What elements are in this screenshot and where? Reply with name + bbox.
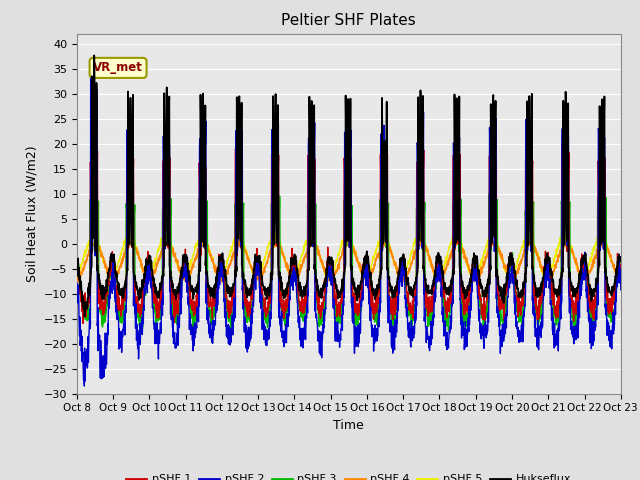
Title: Peltier SHF Plates: Peltier SHF Plates <box>282 13 416 28</box>
X-axis label: Time: Time <box>333 419 364 432</box>
Y-axis label: Soil Heat Flux (W/m2): Soil Heat Flux (W/m2) <box>25 145 38 282</box>
Text: VR_met: VR_met <box>93 61 143 74</box>
Legend: pSHF 1, pSHF 2, pSHF 3, pSHF 4, pSHF 5, Hukseflux: pSHF 1, pSHF 2, pSHF 3, pSHF 4, pSHF 5, … <box>122 470 575 480</box>
